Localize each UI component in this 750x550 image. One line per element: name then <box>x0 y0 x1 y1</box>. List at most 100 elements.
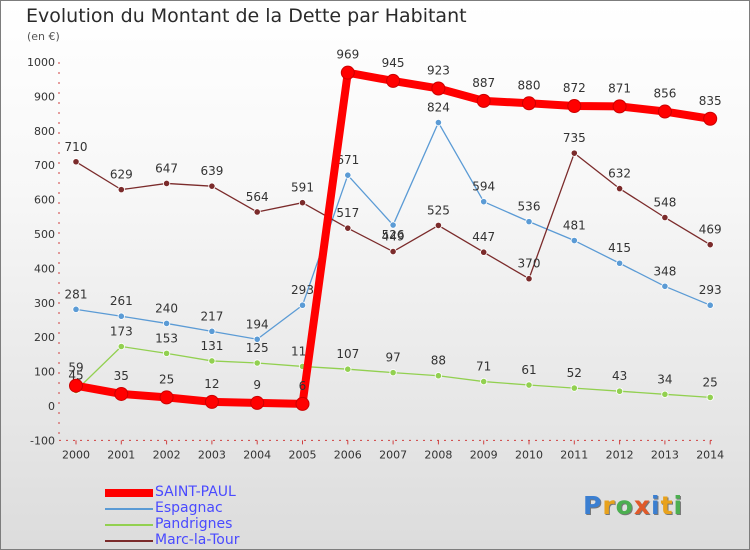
chart-unit: (en €) <box>27 30 60 43</box>
data-label-pandrignes: 71 <box>476 360 491 374</box>
data-label-saint-paul: 12 <box>204 377 219 391</box>
data-point-pandrignes <box>615 387 624 395</box>
data-label-pandrignes: 97 <box>385 351 400 365</box>
data-label-marc-la-tour: 639 <box>200 164 223 178</box>
data-point-pandrignes <box>344 365 352 373</box>
data-point-saint-paul <box>204 394 219 409</box>
y-tick-label: 200 <box>34 331 55 344</box>
logo-letter: i <box>673 491 684 520</box>
x-tick-label: 2000 <box>62 448 90 461</box>
data-point-saint-paul <box>69 378 83 393</box>
legend-label-espagnac: Espagnac <box>155 500 223 516</box>
data-point-saint-paul <box>567 99 582 114</box>
data-point-saint-paul <box>612 99 627 114</box>
data-label-pandrignes: 107 <box>336 347 359 361</box>
data-label-pandrignes: 52 <box>567 366 582 380</box>
data-point-pandrignes <box>570 384 578 392</box>
data-point-marc-la-tour <box>163 179 171 188</box>
data-point-pandrignes <box>117 342 125 351</box>
legend-swatch-espagnac <box>105 508 153 510</box>
data-label-marc-la-tour: 591 <box>291 181 314 195</box>
data-label-espagnac: 526 <box>382 228 405 242</box>
data-label-espagnac: 240 <box>155 301 178 315</box>
data-label-espagnac: 217 <box>200 309 223 323</box>
data-point-saint-paul <box>386 73 401 88</box>
legend-label-pandrignes: Pandrignes <box>155 516 233 532</box>
logo-letter: P <box>583 491 603 520</box>
data-label-marc-la-tour: 449 <box>382 230 405 244</box>
data-label-saint-paul: 835 <box>699 94 722 108</box>
data-point-espagnac <box>163 319 171 328</box>
data-point-marc-la-tour <box>434 221 442 229</box>
data-label-pandrignes: 153 <box>155 331 178 345</box>
x-tick-label: 2001 <box>107 448 135 461</box>
data-point-espagnac <box>434 118 442 127</box>
data-label-espagnac: 348 <box>653 264 676 278</box>
data-label-saint-paul: 923 <box>427 63 450 77</box>
data-label-saint-paul: 945 <box>382 56 405 70</box>
data-point-marc-la-tour <box>706 241 714 249</box>
data-point-marc-la-tour <box>389 247 397 256</box>
x-tick-label: 2010 <box>515 448 543 461</box>
data-label-pandrignes: 125 <box>246 341 269 355</box>
data-label-marc-la-tour: 629 <box>110 168 133 182</box>
data-label-pandrignes: 61 <box>521 363 536 377</box>
data-point-marc-la-tour <box>117 186 125 194</box>
data-point-marc-la-tour <box>570 149 578 157</box>
logo-letter: t <box>660 491 674 520</box>
x-tick-label: 2008 <box>424 448 452 461</box>
y-tick-label: 400 <box>34 262 55 275</box>
data-label-saint-paul: 871 <box>608 81 631 95</box>
data-label-espagnac: 594 <box>472 180 495 194</box>
data-point-pandrignes <box>208 357 216 365</box>
proxiti-logo: Proxiti <box>583 491 683 520</box>
data-point-marc-la-tour <box>72 158 80 166</box>
x-tick-label: 2003 <box>198 448 226 461</box>
data-point-espagnac <box>615 259 624 267</box>
data-point-espagnac <box>389 221 397 229</box>
data-point-marc-la-tour <box>661 213 669 222</box>
data-label-marc-la-tour: 564 <box>246 190 269 204</box>
data-point-marc-la-tour <box>298 199 307 207</box>
x-tick-label: 2013 <box>651 448 679 461</box>
data-point-marc-la-tour <box>480 248 488 256</box>
data-point-saint-paul <box>295 396 310 411</box>
data-label-espagnac: 536 <box>518 200 541 214</box>
y-tick-label: 700 <box>34 159 55 172</box>
data-point-espagnac <box>208 327 216 335</box>
data-point-marc-la-tour <box>208 182 216 190</box>
data-label-saint-paul: 25 <box>159 372 174 386</box>
y-tick-label: 300 <box>34 297 55 310</box>
data-point-espagnac <box>570 236 578 245</box>
y-tick-label: 0 <box>48 400 55 413</box>
data-label-pandrignes: 45 <box>68 369 83 383</box>
chart-title: Evolution du Montant de la Dette par Hab… <box>26 5 467 27</box>
data-label-marc-la-tour: 632 <box>608 167 631 181</box>
data-label-marc-la-tour: 548 <box>653 195 676 209</box>
data-label-espagnac: 415 <box>608 241 631 255</box>
legend-swatch-marc-la-tour <box>105 540 153 542</box>
data-point-marc-la-tour <box>344 224 352 232</box>
logo-letter: r <box>602 491 616 520</box>
logo-letter: i <box>651 491 661 520</box>
data-point-espagnac <box>72 305 80 313</box>
data-label-marc-la-tour: 735 <box>563 131 586 145</box>
data-point-marc-la-tour <box>615 184 624 193</box>
data-point-pandrignes <box>525 381 533 389</box>
data-label-saint-paul: 856 <box>653 87 676 101</box>
data-point-espagnac <box>298 301 307 309</box>
y-tick-label: 800 <box>34 125 55 138</box>
data-point-saint-paul <box>522 96 536 111</box>
data-point-espagnac <box>117 312 125 320</box>
data-point-pandrignes <box>661 390 669 398</box>
data-point-espagnac <box>525 218 533 226</box>
data-point-saint-paul <box>657 104 672 119</box>
x-tick-label: 2007 <box>379 448 407 461</box>
data-point-marc-la-tour <box>253 208 261 216</box>
data-point-saint-paul <box>340 65 355 80</box>
data-label-saint-paul: 35 <box>114 369 129 383</box>
data-label-pandrignes: 88 <box>431 354 446 368</box>
x-tick-label: 2004 <box>243 448 271 461</box>
legend-label-saint-paul: SAINT-PAUL <box>155 484 236 500</box>
legend-swatch-saint-paul <box>105 489 153 497</box>
